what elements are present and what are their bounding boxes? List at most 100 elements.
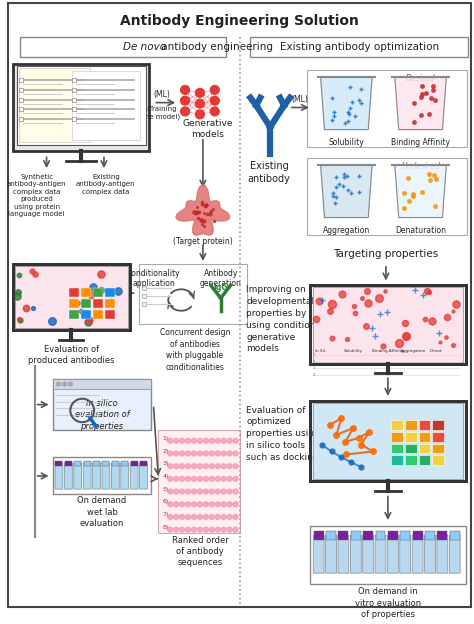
Text: In Sil.: In Sil. bbox=[315, 349, 326, 353]
Circle shape bbox=[195, 99, 204, 108]
FancyBboxPatch shape bbox=[81, 288, 91, 297]
FancyBboxPatch shape bbox=[338, 535, 349, 573]
FancyBboxPatch shape bbox=[338, 530, 348, 540]
FancyBboxPatch shape bbox=[19, 69, 90, 142]
FancyBboxPatch shape bbox=[19, 78, 23, 82]
FancyBboxPatch shape bbox=[432, 444, 444, 454]
Circle shape bbox=[221, 438, 226, 443]
Circle shape bbox=[198, 515, 202, 519]
Circle shape bbox=[203, 515, 209, 519]
FancyBboxPatch shape bbox=[55, 463, 63, 489]
FancyBboxPatch shape bbox=[19, 107, 23, 112]
Circle shape bbox=[168, 451, 173, 456]
FancyBboxPatch shape bbox=[93, 299, 103, 308]
FancyBboxPatch shape bbox=[74, 463, 82, 489]
Circle shape bbox=[215, 464, 220, 469]
FancyBboxPatch shape bbox=[400, 530, 410, 540]
Circle shape bbox=[173, 527, 179, 532]
FancyBboxPatch shape bbox=[105, 310, 115, 319]
Circle shape bbox=[168, 438, 173, 443]
Circle shape bbox=[186, 476, 191, 481]
Text: (Training
the model): (Training the model) bbox=[142, 105, 181, 120]
FancyBboxPatch shape bbox=[84, 461, 91, 466]
FancyBboxPatch shape bbox=[142, 286, 146, 290]
FancyBboxPatch shape bbox=[69, 310, 79, 319]
FancyBboxPatch shape bbox=[437, 535, 448, 573]
FancyBboxPatch shape bbox=[419, 432, 430, 442]
Text: 3): 3) bbox=[162, 461, 169, 466]
FancyBboxPatch shape bbox=[64, 463, 73, 489]
Text: On demand
wet lab
evaluation: On demand wet lab evaluation bbox=[77, 497, 127, 529]
FancyBboxPatch shape bbox=[15, 266, 128, 328]
Text: Synthetic
antibody-antigen
complex data
produced
using protein
language model: Synthetic antibody-antigen complex data … bbox=[7, 174, 66, 217]
Circle shape bbox=[180, 502, 184, 507]
Circle shape bbox=[186, 502, 191, 507]
Circle shape bbox=[203, 489, 209, 494]
FancyBboxPatch shape bbox=[142, 294, 146, 298]
FancyBboxPatch shape bbox=[351, 530, 361, 540]
FancyBboxPatch shape bbox=[158, 430, 239, 533]
FancyBboxPatch shape bbox=[81, 299, 91, 308]
Circle shape bbox=[221, 451, 226, 456]
FancyBboxPatch shape bbox=[313, 535, 324, 573]
FancyBboxPatch shape bbox=[413, 530, 422, 540]
Circle shape bbox=[173, 502, 179, 507]
FancyBboxPatch shape bbox=[363, 535, 374, 573]
Text: Existing
antibody: Existing antibody bbox=[248, 161, 291, 183]
Circle shape bbox=[227, 438, 232, 443]
Circle shape bbox=[227, 502, 232, 507]
Circle shape bbox=[221, 527, 226, 532]
Circle shape bbox=[198, 527, 202, 532]
FancyBboxPatch shape bbox=[307, 158, 467, 235]
FancyBboxPatch shape bbox=[121, 461, 128, 466]
Circle shape bbox=[173, 438, 179, 443]
Circle shape bbox=[210, 489, 214, 494]
Circle shape bbox=[180, 527, 184, 532]
Text: Targeting properties: Targeting properties bbox=[333, 249, 438, 259]
FancyBboxPatch shape bbox=[73, 107, 76, 112]
Text: Binding Affinity: Binding Affinity bbox=[372, 349, 404, 353]
Circle shape bbox=[191, 527, 196, 532]
Circle shape bbox=[233, 476, 238, 481]
Circle shape bbox=[191, 451, 196, 456]
Text: 1): 1) bbox=[162, 436, 169, 441]
FancyBboxPatch shape bbox=[412, 535, 423, 573]
FancyBboxPatch shape bbox=[310, 526, 466, 585]
FancyBboxPatch shape bbox=[350, 535, 361, 573]
Circle shape bbox=[181, 107, 190, 116]
FancyBboxPatch shape bbox=[53, 379, 152, 389]
FancyBboxPatch shape bbox=[405, 420, 417, 430]
Text: Evaluation of
produced antibodies: Evaluation of produced antibodies bbox=[28, 345, 115, 366]
FancyBboxPatch shape bbox=[93, 461, 100, 466]
Text: 8): 8) bbox=[162, 525, 169, 530]
FancyBboxPatch shape bbox=[93, 310, 103, 319]
FancyBboxPatch shape bbox=[391, 456, 403, 465]
FancyBboxPatch shape bbox=[391, 432, 403, 442]
Text: Aggregation: Aggregation bbox=[401, 349, 426, 353]
FancyBboxPatch shape bbox=[73, 78, 76, 82]
Circle shape bbox=[180, 464, 184, 469]
Circle shape bbox=[198, 502, 202, 507]
Circle shape bbox=[181, 96, 190, 105]
Circle shape bbox=[215, 502, 220, 507]
Text: Concurrent design
of antibodies
with pluggable
conditionalities: Concurrent design of antibodies with plu… bbox=[160, 328, 230, 372]
Circle shape bbox=[227, 451, 232, 456]
Text: On demand in
vitro evaluation
of properties: On demand in vitro evaluation of propert… bbox=[355, 587, 421, 619]
FancyBboxPatch shape bbox=[432, 456, 444, 465]
FancyBboxPatch shape bbox=[450, 530, 460, 540]
Circle shape bbox=[168, 502, 173, 507]
FancyBboxPatch shape bbox=[139, 463, 147, 489]
FancyBboxPatch shape bbox=[375, 530, 385, 540]
Circle shape bbox=[215, 527, 220, 532]
FancyBboxPatch shape bbox=[438, 530, 447, 540]
Circle shape bbox=[221, 502, 226, 507]
Circle shape bbox=[210, 502, 214, 507]
FancyBboxPatch shape bbox=[419, 420, 430, 430]
Circle shape bbox=[198, 438, 202, 443]
Circle shape bbox=[191, 476, 196, 481]
Text: IgG: IgG bbox=[213, 283, 228, 293]
Circle shape bbox=[221, 476, 226, 481]
Circle shape bbox=[191, 502, 196, 507]
Circle shape bbox=[180, 476, 184, 481]
Circle shape bbox=[210, 527, 214, 532]
